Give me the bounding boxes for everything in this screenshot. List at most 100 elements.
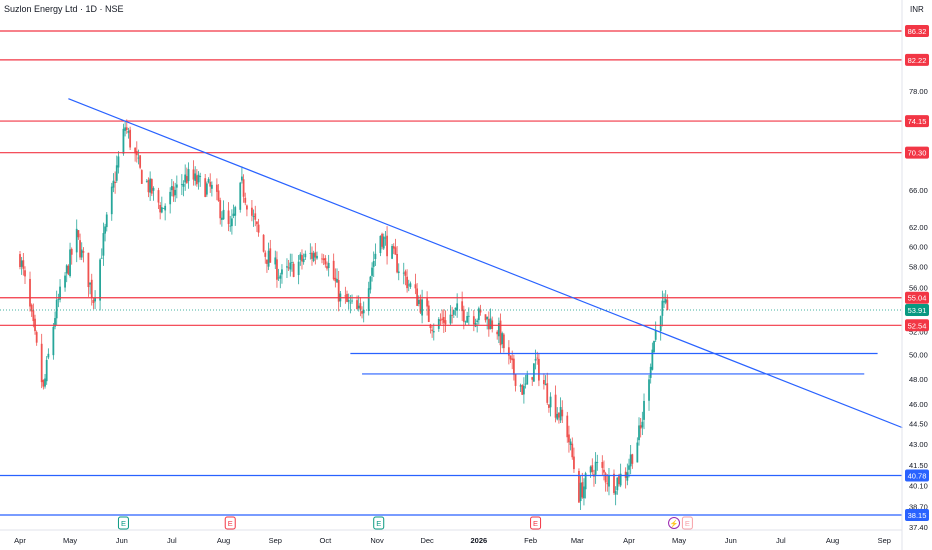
candle-body	[628, 465, 630, 470]
event-symbol: E	[228, 519, 233, 528]
candle-body	[170, 185, 173, 191]
y-tick-label: 50.00	[909, 351, 928, 360]
candle-body	[356, 300, 358, 310]
candle-body	[379, 235, 382, 254]
y-tick-label: 56.00	[909, 283, 928, 292]
candle-body	[431, 329, 434, 331]
y-tick-label: 40.10	[909, 481, 928, 490]
candle-body	[194, 173, 197, 181]
candle-body	[254, 213, 257, 220]
candle-body	[571, 443, 574, 458]
x-tick-label: Aug	[217, 536, 230, 545]
lines-layer	[0, 30, 903, 516]
candle-body	[648, 379, 650, 401]
event-symbol: E	[121, 519, 126, 528]
candle-body	[397, 271, 400, 273]
candle-body	[594, 461, 597, 475]
candle-body	[40, 343, 43, 383]
candle-body	[432, 331, 435, 333]
price-level-tag	[905, 319, 929, 332]
candle-body	[104, 226, 106, 234]
candle-body	[604, 473, 607, 483]
candle-body	[661, 300, 664, 316]
candle-body	[287, 267, 290, 269]
x-tick-label: Feb	[524, 536, 537, 545]
candle-body	[334, 277, 337, 282]
candle-body	[129, 129, 132, 148]
candle-body	[437, 319, 440, 329]
x-tick-label: Sep	[878, 536, 891, 545]
candle-body	[336, 278, 338, 283]
candle-body	[666, 299, 669, 311]
candle-body	[77, 230, 80, 238]
candle-body	[75, 228, 78, 253]
candle-body	[65, 265, 68, 274]
candle-body	[519, 385, 522, 387]
candle-body	[215, 184, 218, 192]
candle-body	[392, 246, 395, 249]
candle-body	[629, 454, 632, 467]
candle-body	[589, 466, 592, 473]
currency-label: INR	[910, 5, 924, 14]
candle-body	[79, 240, 81, 258]
candle-body	[57, 299, 60, 300]
x-tick-label: Jul	[776, 536, 786, 545]
candle-body	[404, 271, 407, 276]
candle-body	[441, 318, 444, 320]
candle-body	[230, 218, 233, 227]
candle-body	[52, 326, 55, 356]
candle-body	[467, 315, 470, 317]
candle-body	[54, 318, 56, 327]
candle-body	[414, 284, 417, 289]
candle-body	[204, 178, 207, 197]
candle-body	[82, 251, 85, 253]
candle-body	[301, 255, 303, 262]
candle-body	[70, 248, 73, 255]
candle-body	[314, 252, 317, 258]
candle-body	[624, 471, 627, 478]
candle-body	[532, 363, 535, 382]
candle-body	[596, 462, 599, 463]
candle-body	[42, 379, 45, 387]
candle-body	[87, 252, 90, 288]
candle-body	[162, 207, 165, 209]
y-tick-label: 37.40	[909, 523, 928, 532]
candle-body	[603, 469, 605, 473]
candle-body	[636, 442, 639, 463]
candle-body	[127, 131, 130, 133]
candle-body	[59, 286, 61, 300]
price-level-label: 74.15	[908, 117, 927, 126]
candle-body	[197, 174, 200, 183]
candle-body	[276, 259, 278, 280]
candle-body	[534, 359, 537, 361]
candle-body	[526, 374, 529, 385]
candle-body	[608, 475, 610, 487]
price-level-label: 40.78	[908, 471, 927, 480]
candle-body	[55, 299, 58, 319]
price-level-tag	[905, 25, 929, 37]
candle-body	[613, 473, 615, 493]
candle-body	[569, 441, 572, 445]
downtrend-line	[68, 98, 903, 429]
candle-body	[114, 181, 117, 184]
candle-body	[47, 353, 50, 358]
candle-body	[147, 180, 150, 193]
candle-body	[479, 309, 482, 313]
x-tick-label: Aug	[826, 536, 839, 545]
candle-body	[512, 358, 515, 375]
candle-body	[566, 415, 569, 438]
candle-body	[638, 425, 640, 441]
candle-body	[140, 170, 143, 184]
candle-body	[409, 283, 412, 287]
candle-body	[160, 207, 163, 213]
candle-body	[344, 295, 347, 297]
candle-body	[122, 128, 125, 154]
candle-body	[67, 265, 70, 275]
x-tick-label: Sep	[269, 536, 282, 545]
candle-body	[94, 297, 96, 302]
candle-body	[601, 462, 604, 468]
candle-body	[427, 305, 430, 323]
candle-body	[546, 383, 549, 403]
candle-body	[234, 207, 237, 216]
